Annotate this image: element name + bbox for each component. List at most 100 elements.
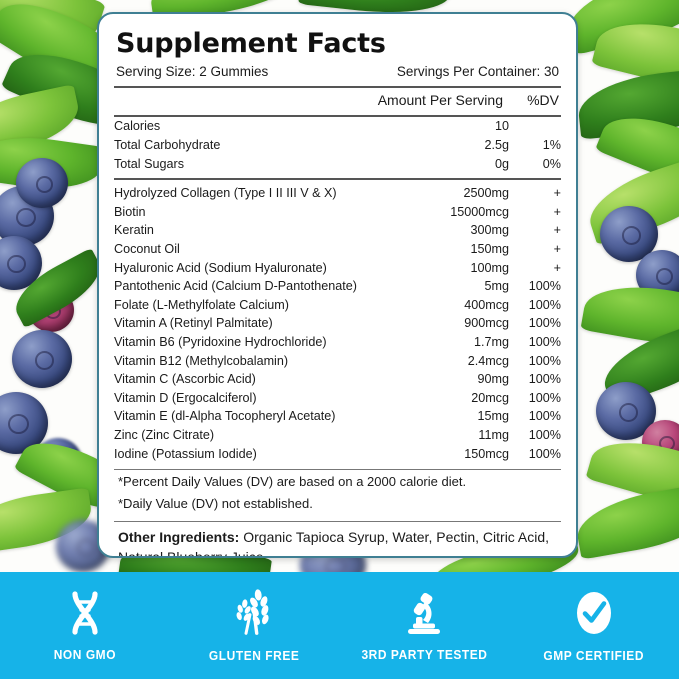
page-title: Supplement Facts [116,28,386,59]
row-name: Iodine (Potassium Iodide) [114,446,257,461]
row-name: Zinc (Zinc Citrate) [114,428,215,443]
certification-badge-bar: NON GMO [0,572,679,679]
divider [114,521,561,522]
row-dv: 100% [528,353,561,368]
table-row: Calories 10 [114,117,561,136]
row-amount: 400mcg [464,297,509,312]
amount-per-serving-header: Amount Per Serving [377,92,503,109]
row-amount: 2.4mcg [467,353,509,368]
row-amount: 2.5g [484,137,509,152]
row-dv: + [553,204,561,219]
divider [114,115,561,118]
row-dv: 100% [528,335,561,350]
row-amount: 900mcg [464,316,509,331]
row-amount: 20mcg [471,390,509,405]
row-amount: 5mg [484,279,510,294]
other-ingredients-text: Organic Tapioca Syrup, Water, Pectin, Ci… [118,529,550,558]
row-name: Folate (L-Methylfolate Calcium) [114,297,289,312]
row-name: Coconut Oil [114,242,180,256]
row-dv: 1% [542,137,561,152]
row-dv: + [553,186,561,201]
table-row: Vitamin A (Retinyl Palmitate) 900mcg 100% [114,314,561,333]
ingredients-table: Hydrolyzed Collagen (Type I II III V & X… [114,184,561,463]
row-amount: 1.7mg [473,335,509,350]
badge-gmp-certified: GMP CERTIFIED [509,589,679,663]
row-dv: 100% [528,279,561,294]
row-name: Calories [114,119,161,134]
row-dv: 100% [528,409,561,424]
row-dv: 0% [542,156,561,171]
table-row: Zinc (Zinc Citrate) 11mg 100% [114,426,561,445]
table-row: Vitamin E (dl-Alpha Tocopheryl Acetate) 1… [114,407,561,426]
table-row: Keratin 300mg + [114,221,561,240]
column-header-row: Amount Per Serving %DV [114,88,561,112]
table-row: Pantothenic Acid (Calcium D-Pantothenate… [114,277,561,296]
table-row: Total Carbohydrate 2.5g 1% [114,136,561,155]
row-dv: 100% [528,428,561,443]
table-row: Iodine (Potassium Iodide) 150mcg 100% [114,445,561,464]
dna-icon [63,590,107,636]
row-amount: 150mg [470,242,509,256]
row-dv [509,117,561,136]
other-ingredients: Other Ingredients: Organic Tapioca Syrup… [114,522,561,558]
row-name: Pantothenic Acid (Calcium D-Pantothenate… [114,279,357,294]
row-name: Keratin [114,223,154,238]
row-name: Biotin [114,204,146,219]
blueberry [600,206,658,262]
blueberry [12,330,72,388]
row-name: Vitamin C (Ascorbic Acid) [114,372,256,387]
badge-label: GLUTEN FREE [209,647,300,663]
badge-label: NON GMO [53,646,117,662]
serving-size: Serving Size: 2 Gummies [116,64,269,80]
row-name: Hydrolyzed Collagen (Type I II III V & X… [114,186,337,201]
badge-non-gmo: NON GMO [0,590,170,662]
row-amount: 90mg [477,372,509,387]
table-row: Hydrolyzed Collagen (Type I II III V & X… [114,184,561,203]
row-amount: 15mg [477,409,509,424]
table-row: Coconut Oil 150mg + [114,240,561,259]
row-name: Vitamin B12 (Methylcobalamin) [114,353,289,368]
row-amount: 100mg [470,260,509,275]
row-amount: 11mg [478,428,509,443]
divider [114,469,561,471]
wheat-icon [232,588,278,637]
checkmark-icon [572,589,616,637]
row-amount: 10 [494,119,509,134]
divider [114,178,561,181]
row-dv: 100% [528,390,561,405]
other-ingredients-label: Other Ingredients: [118,529,240,545]
row-dv: + [553,242,561,256]
row-amount: 300mg [470,223,509,238]
row-name: Total Sugars [114,156,185,171]
table-row: Vitamin B6 (Pyridoxine Hydrochloride) 1.7… [114,333,561,352]
row-name: Vitamin E (dl-Alpha Tocopheryl Acetate) [114,409,336,424]
microscope-icon [401,590,447,636]
table-row: Vitamin D (Ergocalciferol) 20mcg 100% [114,389,561,408]
footnote-daily-values: *Percent Daily Values (DV) are based on … [118,474,467,490]
row-amount: 15000mcg [450,204,509,219]
supplement-facts-panel: Supplement Facts Serving Size: 2 Gummies… [97,12,578,558]
row-dv: 100% [528,372,561,387]
row-amount: 2500mg [463,186,509,201]
serving-info-row: Serving Size: 2 Gummies Servings Per Con… [114,64,561,83]
servings-per-container: Servings Per Container: 30 [396,64,559,80]
table-row: Vitamin C (Ascorbic Acid) 90mg 100% [114,370,561,389]
footnote-not-established: *Daily Value (DV) not established. [118,496,313,512]
row-name: Vitamin D (Ergocalciferol) [114,390,257,405]
row-dv: 100% [528,316,561,331]
badge-label: 3RD PARTY TESTED [361,646,488,662]
basic-nutrition-table: Calories 10 Total Carbohydrate 2.5g 1% Total … [114,117,561,173]
table-row: Total Sugars 0g 0% [114,155,561,174]
row-dv: + [553,260,561,275]
leaf [572,482,679,560]
badge-label: GMP CERTIFIED [543,647,645,663]
row-amount: 150mcg [464,446,509,461]
row-name: Vitamin A (Retinyl Palmitate) [114,316,273,331]
row-name: Vitamin B6 (Pyridoxine Hydrochloride) [114,335,327,350]
table-row: Vitamin B12 (Methylcobalamin) 2.4mcg 100% [114,352,561,371]
badge-3rd-party-tested: 3RD PARTY TESTED [340,590,510,662]
row-name: Total Carbohydrate [114,137,221,152]
divider [114,86,561,89]
table-row: Hyaluronic Acid (Sodium Hyaluronate) 100m… [114,259,561,278]
row-amount: 0g [494,156,509,171]
